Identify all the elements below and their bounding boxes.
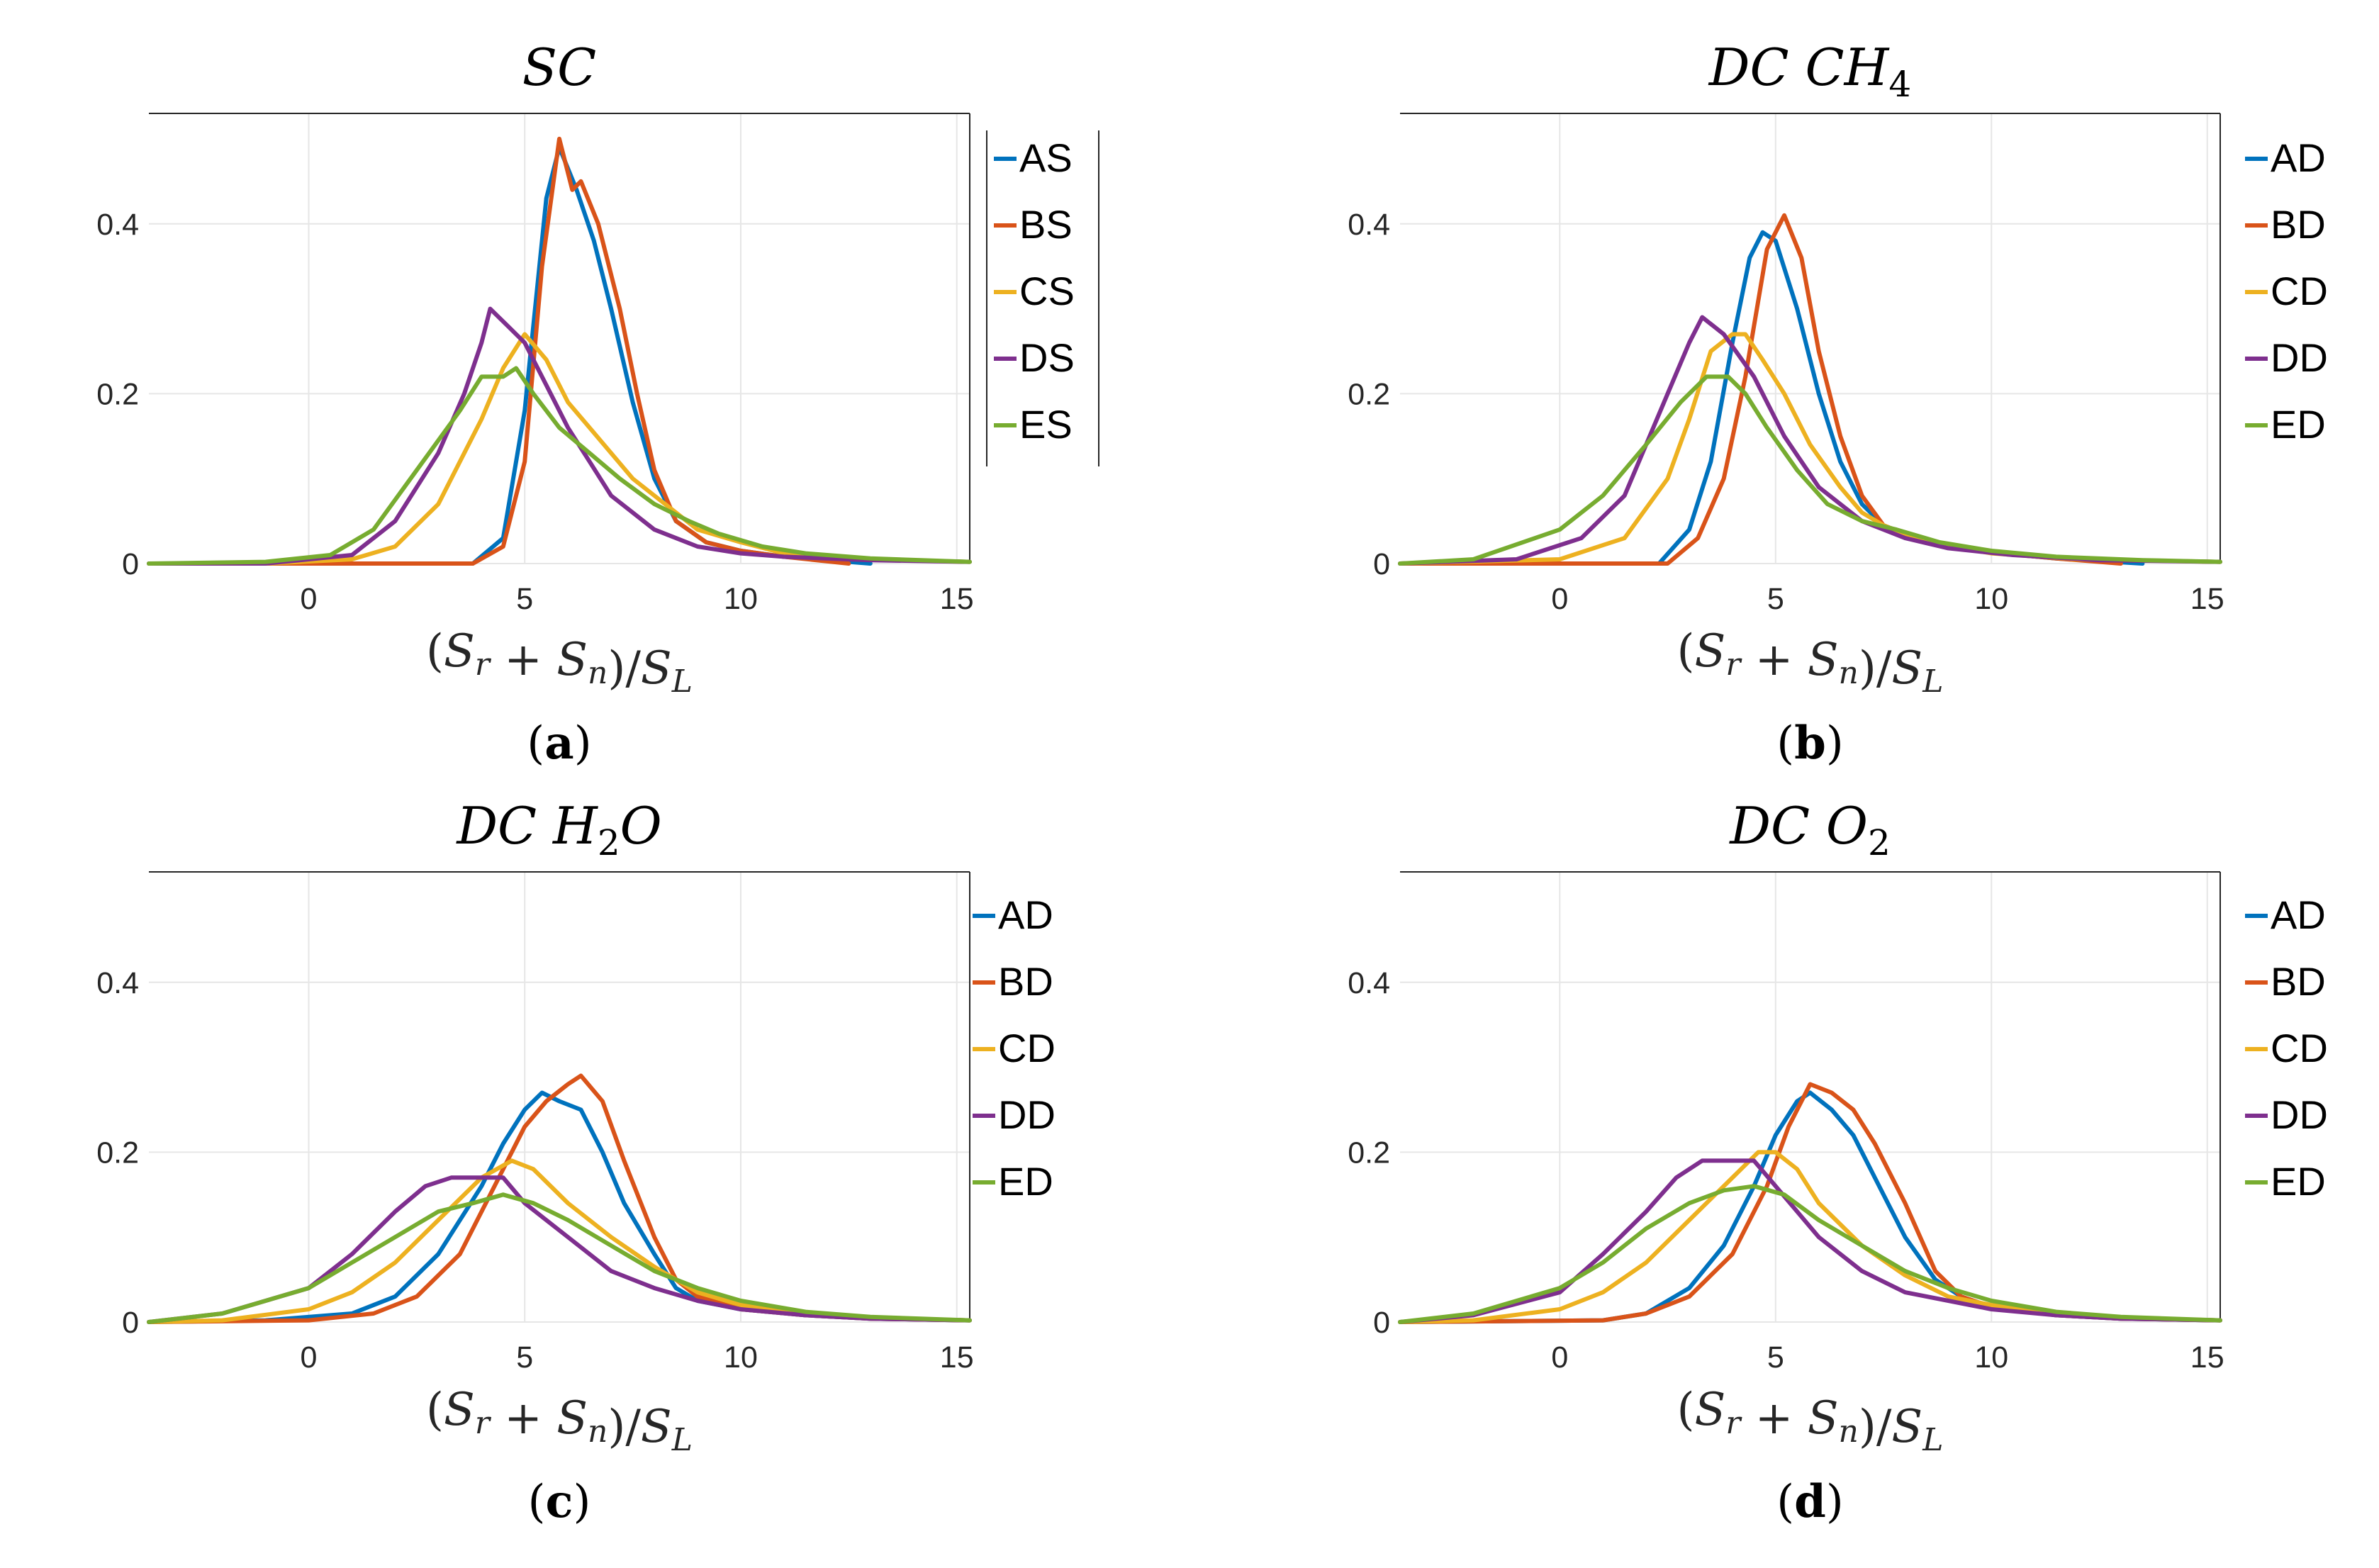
x-tick-label: 10 — [1974, 1340, 2008, 1374]
legend: AD BD CD DD ED — [2245, 135, 2328, 447]
series-line-CD — [147, 1158, 972, 1324]
chart-title: DC CH4 — [1708, 38, 1911, 105]
y-tick-label: 0.2 — [1348, 1136, 1390, 1170]
legend-label-AD: AD — [2271, 135, 2326, 180]
x-tick-label: 0 — [1551, 1340, 1568, 1374]
y-tick-label: 0 — [122, 547, 139, 581]
x-tick-label: 10 — [1974, 582, 2008, 616]
legend-label-ED: ED — [2271, 1159, 2326, 1204]
series-line-CD — [1398, 1150, 2222, 1324]
chart-title: DC H2O — [455, 796, 661, 863]
chart-panel-d: 0 5 10 15 0 0.2 0.4 DC O2 (Sr + Sn)/SL (d) AD BD CD D… — [1348, 796, 2328, 1528]
legend-label-ED: ED — [2271, 402, 2326, 447]
legend-label-AD: AD — [2271, 892, 2326, 937]
title-subscript: 2 — [1868, 822, 1891, 863]
panel-caption: (a) — [527, 717, 591, 770]
x-tick-label: 5 — [516, 1340, 533, 1374]
series-line-ED — [1398, 1184, 2222, 1324]
y-tick-label: 0.4 — [1348, 208, 1390, 242]
legend-label-AD: AD — [998, 892, 1053, 937]
y-tick-label: 0.2 — [96, 377, 139, 411]
y-tick-label: 0.2 — [1348, 377, 1390, 411]
x-axis-label: (Sr + Sn)/SL — [426, 625, 693, 700]
title-tail: O — [620, 796, 662, 856]
legend: AD BD CD DD ED — [973, 892, 1056, 1204]
x-axis-label: (Sr + Sn)/SL — [1677, 1384, 1944, 1458]
series-line-ED — [1398, 374, 2222, 566]
legend: AS BS CS DS ES — [986, 130, 1099, 466]
series-line-CD — [1398, 332, 2222, 566]
series-line-ED — [147, 1192, 972, 1324]
panel-caption: (d) — [1776, 1475, 1844, 1528]
x-tick-label: 15 — [2190, 582, 2224, 616]
legend-label-BS: BS — [1019, 202, 1073, 247]
series-line-AD — [147, 1090, 972, 1324]
title-subscript: 2 — [598, 822, 620, 863]
x-tick-label: 0 — [1551, 582, 1568, 616]
y-tick-label: 0 — [1373, 547, 1390, 581]
series-line-BS — [147, 136, 851, 566]
x-tick-label: 15 — [940, 582, 974, 616]
legend: AD BD CD DD ED — [2245, 892, 2328, 1204]
x-tick-label: 15 — [2190, 1340, 2224, 1374]
series-line-DD — [147, 1175, 972, 1324]
y-tick-label: 0.4 — [96, 966, 139, 1000]
x-tick-label: 0 — [301, 1340, 318, 1374]
title-subscript: 4 — [1888, 64, 1911, 105]
y-tick-label: 0.2 — [96, 1136, 139, 1170]
y-tick-label: 0.4 — [1348, 966, 1390, 1000]
chart-title: DC O2 — [1728, 796, 1891, 863]
series-line-DD — [1398, 315, 2222, 566]
x-tick-label: 5 — [516, 582, 533, 616]
legend-label-BD: BD — [2271, 202, 2326, 247]
legend-label-ES: ES — [1019, 402, 1073, 447]
series-line-CS — [147, 332, 972, 566]
y-tick-label: 0.4 — [96, 208, 139, 242]
x-tick-label: 5 — [1767, 1340, 1784, 1374]
chart-panel-c: 0 5 10 15 0 0.2 0.4 DC H2O (Sr + Sn)/SL (c) AD BD CD… — [96, 796, 1056, 1528]
legend-label-CD: CD — [2271, 1026, 2328, 1070]
series-line-BD — [1398, 1082, 2222, 1324]
chart-title: SC — [522, 38, 596, 97]
panel-caption: (b) — [1776, 717, 1844, 770]
x-axis-label: (Sr + Sn)/SL — [426, 1384, 693, 1458]
chart-panel-a: 0 5 10 15 0 0.2 0.4 SC (Sr + Sn)/SL (a) AS BS CS DS ES — [96, 38, 1099, 770]
y-tick-label: 0 — [1373, 1306, 1390, 1340]
y-tick-label: 0 — [122, 1306, 139, 1340]
series-line-BD — [147, 1073, 972, 1324]
series-line-ES — [147, 366, 972, 566]
legend-label-ED: ED — [998, 1159, 1053, 1204]
x-tick-label: 10 — [724, 582, 758, 616]
panel-caption: (c) — [528, 1475, 591, 1528]
x-tick-label: 15 — [940, 1340, 974, 1374]
legend-label-DD: DD — [998, 1092, 1056, 1137]
legend-label-AS: AS — [1019, 135, 1073, 180]
legend-label-CS: CS — [1019, 269, 1075, 313]
legend-label-CD: CD — [998, 1026, 1056, 1070]
legend-label-BD: BD — [998, 959, 1053, 1004]
series-line-DD — [1398, 1158, 2222, 1324]
legend-label-CD: CD — [2271, 269, 2328, 313]
series-line-AD — [1398, 230, 2145, 566]
x-tick-label: 10 — [724, 1340, 758, 1374]
legend-label-DD: DD — [2271, 335, 2328, 380]
x-tick-label: 0 — [301, 582, 318, 616]
legend-label-BD: BD — [2271, 959, 2326, 1004]
legend-label-DD: DD — [2271, 1092, 2328, 1137]
x-axis-label: (Sr + Sn)/SL — [1677, 625, 1944, 700]
x-tick-label: 5 — [1767, 582, 1784, 616]
chart-panel-b: 0 5 10 15 0 0.2 0.4 DC CH4 (Sr + Sn)/SL (b) AD BD CD… — [1348, 38, 2328, 770]
legend-label-DS: DS — [1019, 335, 1075, 380]
series-line-DS — [147, 306, 972, 566]
series-line-AD — [1398, 1090, 2222, 1324]
